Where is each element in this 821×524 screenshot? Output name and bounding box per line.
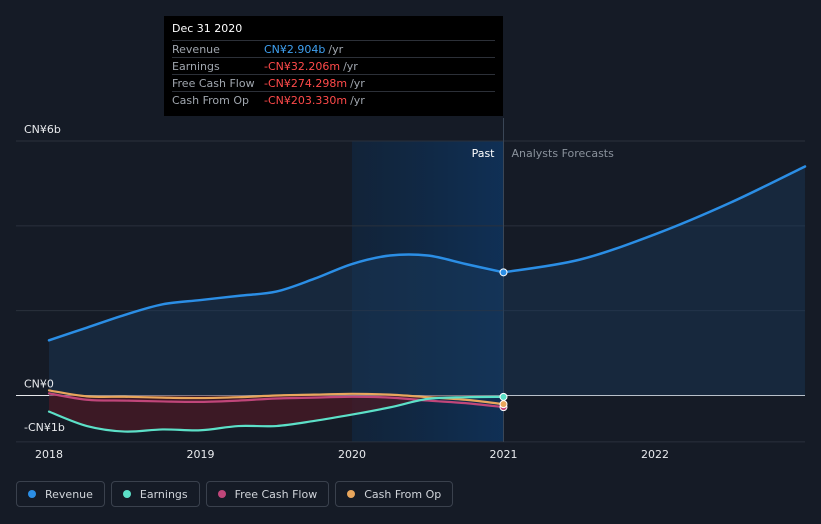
earnings-area (49, 395, 504, 432)
cash-from-op-line (47, 389, 505, 406)
legend-label: Cash From Op (364, 487, 442, 501)
legend-label: Free Cash Flow (234, 487, 318, 501)
revenue-line (47, 253, 505, 342)
tooltip-unit: /yr (350, 76, 365, 90)
cash-from-op-marker (499, 400, 508, 409)
tooltip-value: CN¥2.904b (264, 42, 326, 56)
x-tick-label: 2022 (641, 448, 669, 461)
tooltip-row-revenue: Revenue CN¥2.904b /yr (172, 40, 495, 57)
legend-dot-icon (347, 490, 356, 498)
tooltip-label: Cash From Op (172, 93, 250, 107)
forecast-label: Analysts Forecasts (512, 147, 615, 160)
tooltip: Dec 31 2020 Revenue CN¥2.904b /yr Earnin… (164, 16, 503, 116)
legend-item-free-cash-flow[interactable]: Free Cash Flow (205, 481, 330, 507)
tooltip-row-cash-from-op: Cash From Op -CN¥203.330m /yr (172, 91, 495, 108)
legend-dot-icon (122, 490, 131, 498)
y-tick-label: -CN¥1b (24, 421, 65, 434)
tooltip-unit: /yr (343, 59, 358, 73)
legend-dot-icon (217, 490, 226, 498)
earnings-marker (499, 392, 508, 401)
tooltip-value: -CN¥274.298m (264, 76, 348, 90)
tooltip-label: Free Cash Flow (172, 76, 255, 90)
revenue-marker (499, 268, 508, 277)
earnings-line (47, 395, 505, 433)
x-tick-label: 2021 (490, 448, 518, 461)
x-tick-label: 2020 (338, 448, 366, 461)
y-tick-label: CN¥6b (24, 123, 61, 136)
revenue-line-forecast (502, 165, 807, 274)
tooltip-value: -CN¥203.330m (264, 93, 348, 107)
y-tick-label: CN¥0 (24, 378, 54, 391)
legend-item-revenue[interactable]: Revenue (16, 481, 105, 507)
past-region-shade (352, 141, 504, 442)
tooltip-label: Revenue (172, 42, 220, 56)
free-cash-flow-line (47, 392, 505, 409)
x-tick-label: 2019 (187, 448, 215, 461)
tooltip-row-free-cash-flow: Free Cash Flow -CN¥274.298m /yr (172, 74, 495, 91)
legend-item-cash-from-op[interactable]: Cash From Op (335, 481, 454, 507)
past-label: Past (472, 147, 496, 160)
legend-label: Revenue (45, 487, 93, 501)
legend-dot-icon (28, 490, 36, 498)
tooltip-date: Dec 31 2020 (172, 22, 243, 35)
legend-item-earnings[interactable]: Earnings (110, 481, 200, 507)
tooltip-label: Earnings (172, 59, 220, 73)
revenue-area (49, 166, 805, 396)
x-tick-label: 2018 (35, 448, 63, 461)
tooltip-row-earnings: Earnings -CN¥32.206m /yr (172, 57, 495, 74)
legend: Revenue Earnings Free Cash Flow Cash Fro… (16, 481, 454, 507)
tooltip-unit: /yr (328, 42, 344, 56)
legend-label: Earnings (139, 487, 188, 501)
tooltip-value: -CN¥32.206m (264, 59, 341, 73)
tooltip-unit: /yr (350, 93, 365, 107)
